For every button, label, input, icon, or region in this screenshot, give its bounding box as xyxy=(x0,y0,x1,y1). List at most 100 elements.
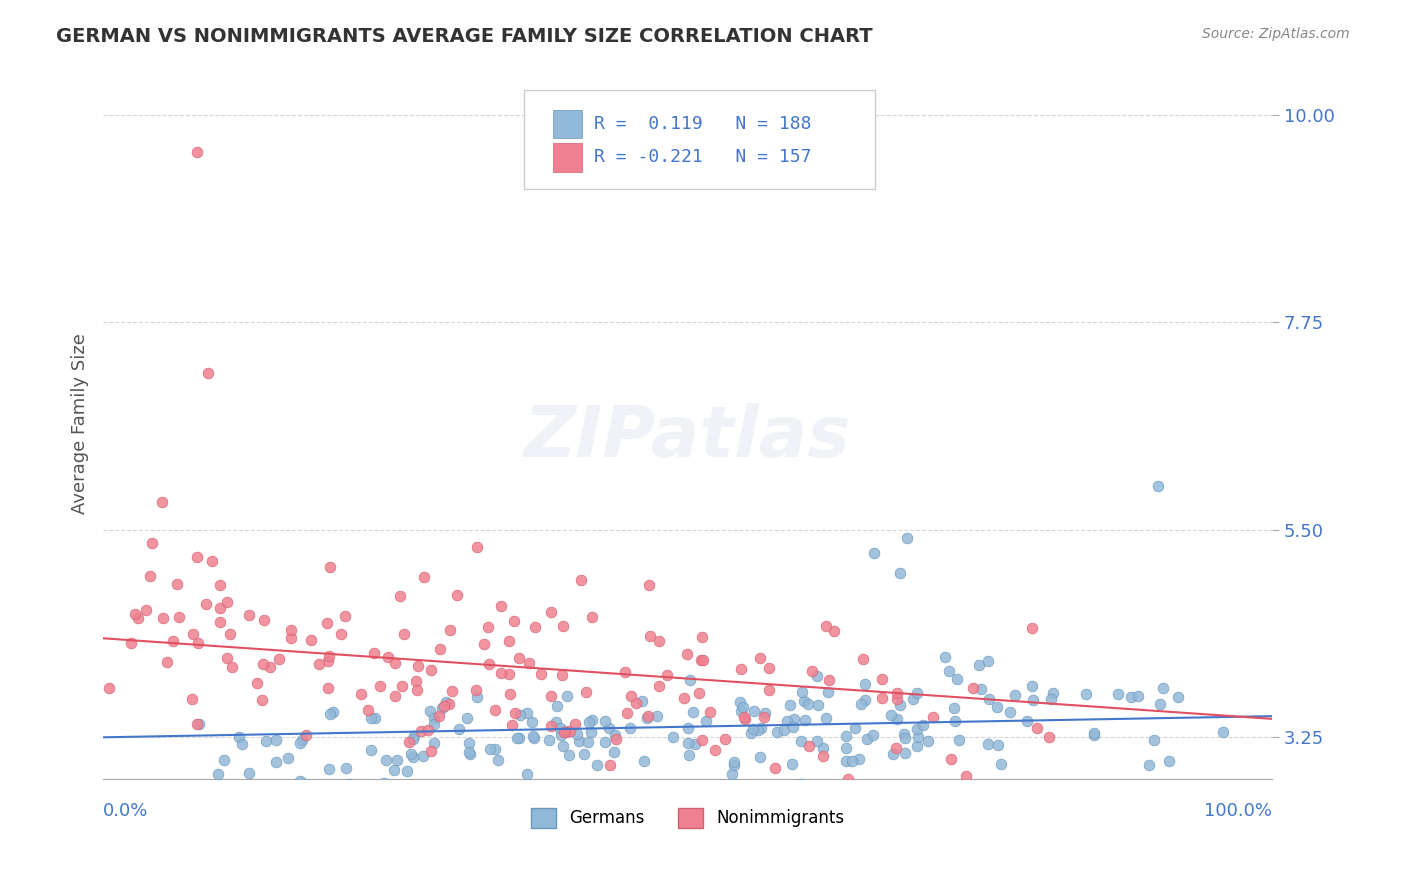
Nonimmigrants xyxy=(217,595,239,609)
Nonimmigrants xyxy=(209,615,232,629)
Nonimmigrants xyxy=(616,706,638,720)
Nonimmigrants xyxy=(363,646,385,660)
Nonimmigrants xyxy=(614,665,637,679)
Germans xyxy=(835,741,858,756)
Germans xyxy=(1004,688,1026,702)
Nonimmigrants xyxy=(676,647,699,661)
Text: R = -0.221   N = 157: R = -0.221 N = 157 xyxy=(595,148,811,166)
Nonimmigrants xyxy=(817,673,839,688)
Nonimmigrants xyxy=(1021,621,1043,635)
Germans xyxy=(423,717,446,731)
Germans xyxy=(849,697,872,711)
Y-axis label: Average Family Size: Average Family Size xyxy=(72,334,89,514)
Germans xyxy=(896,531,918,545)
Nonimmigrants xyxy=(194,597,217,611)
Germans xyxy=(893,726,915,740)
Germans xyxy=(894,731,917,746)
Nonimmigrants xyxy=(508,651,530,665)
Germans xyxy=(392,779,415,793)
Germans xyxy=(633,754,655,768)
Nonimmigrants xyxy=(124,607,146,622)
Nonimmigrants xyxy=(581,609,603,624)
Nonimmigrants xyxy=(797,739,820,753)
Germans xyxy=(322,705,344,719)
Nonimmigrants xyxy=(962,681,984,695)
Germans xyxy=(856,731,879,746)
Germans xyxy=(318,762,340,776)
Germans xyxy=(1121,690,1143,704)
Nonimmigrants xyxy=(141,535,163,549)
Nonimmigrants xyxy=(814,619,837,633)
Germans xyxy=(1137,757,1160,772)
Germans xyxy=(796,697,818,711)
Nonimmigrants xyxy=(780,834,803,848)
Germans xyxy=(793,713,815,727)
Nonimmigrants xyxy=(413,570,436,584)
Nonimmigrants xyxy=(886,686,908,700)
Nonimmigrants xyxy=(620,690,643,704)
Germans xyxy=(516,706,538,720)
Nonimmigrants xyxy=(758,661,780,675)
Nonimmigrants xyxy=(152,611,174,625)
Nonimmigrants xyxy=(197,366,219,380)
Nonimmigrants xyxy=(181,691,204,706)
Germans xyxy=(1152,681,1174,695)
Germans xyxy=(645,709,668,723)
Nonimmigrants xyxy=(638,578,661,592)
Germans xyxy=(782,720,804,734)
Legend: Germans, Nonimmigrants: Germans, Nonimmigrants xyxy=(524,801,851,835)
Germans xyxy=(905,739,928,754)
Nonimmigrants xyxy=(238,607,260,622)
Germans xyxy=(811,740,834,755)
Germans xyxy=(364,711,387,725)
Germans xyxy=(567,734,589,748)
Nonimmigrants xyxy=(389,589,412,603)
Germans xyxy=(987,738,1010,752)
Nonimmigrants xyxy=(870,691,893,706)
Nonimmigrants xyxy=(186,549,208,564)
Nonimmigrants xyxy=(420,663,443,677)
Germans xyxy=(967,658,990,673)
Nonimmigrants xyxy=(499,686,522,700)
Nonimmigrants xyxy=(299,632,322,647)
Nonimmigrants xyxy=(704,743,727,757)
Germans xyxy=(288,773,311,788)
Nonimmigrants xyxy=(529,666,551,681)
Germans xyxy=(1021,679,1043,693)
Nonimmigrants xyxy=(484,703,506,717)
Nonimmigrants xyxy=(392,626,415,640)
Germans xyxy=(889,698,911,712)
Nonimmigrants xyxy=(690,733,713,747)
Germans xyxy=(373,775,395,789)
Germans xyxy=(484,742,506,756)
Germans xyxy=(880,707,903,722)
Germans xyxy=(579,724,602,739)
Nonimmigrants xyxy=(183,627,205,641)
Germans xyxy=(631,693,654,707)
Germans xyxy=(576,735,599,749)
Germans xyxy=(465,690,488,704)
Germans xyxy=(434,695,457,709)
Germans xyxy=(721,767,744,781)
Germans xyxy=(402,732,425,747)
Nonimmigrants xyxy=(377,649,399,664)
Nonimmigrants xyxy=(524,620,547,634)
Nonimmigrants xyxy=(439,624,461,638)
Germans xyxy=(776,714,799,729)
Germans xyxy=(678,748,700,763)
Germans xyxy=(449,722,471,736)
Germans xyxy=(998,705,1021,719)
Germans xyxy=(574,747,596,762)
Nonimmigrants xyxy=(748,651,770,665)
Nonimmigrants xyxy=(368,679,391,693)
Nonimmigrants xyxy=(215,650,238,665)
Germans xyxy=(619,721,641,735)
Germans xyxy=(238,766,260,780)
Nonimmigrants xyxy=(626,696,648,710)
Germans xyxy=(853,677,876,691)
Germans xyxy=(374,753,396,767)
Nonimmigrants xyxy=(921,710,943,724)
Nonimmigrants xyxy=(491,665,513,680)
Germans xyxy=(695,714,717,728)
Germans xyxy=(402,750,425,764)
